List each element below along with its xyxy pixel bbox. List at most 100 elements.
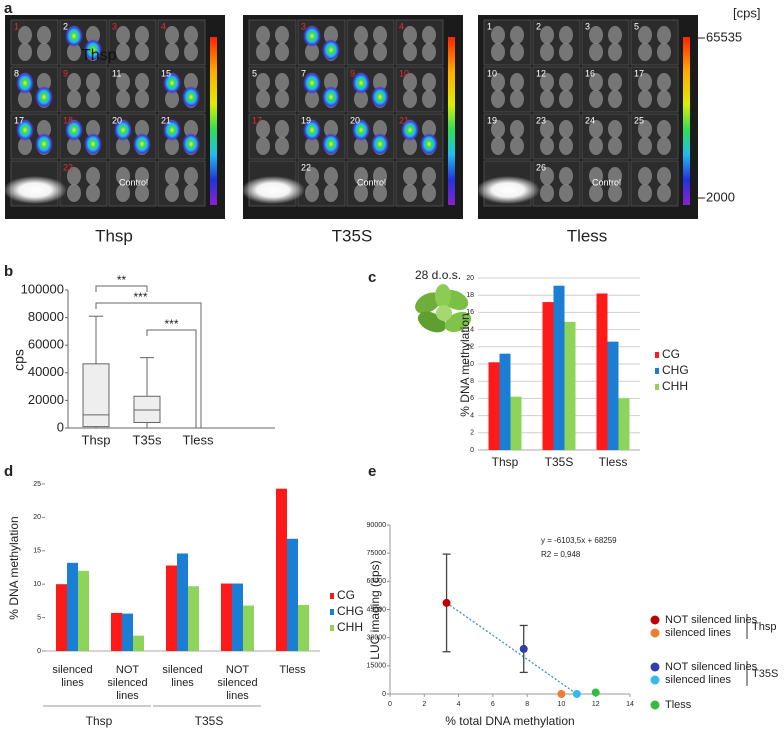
- legend-marker: [650, 615, 660, 625]
- significance-label: ***: [164, 317, 178, 331]
- leaf: [116, 167, 130, 185]
- x-tick-label: 0: [388, 701, 392, 708]
- colorbar: [210, 37, 217, 205]
- leaf: [422, 167, 436, 185]
- leaf: [491, 90, 505, 108]
- y-tick-label: 0: [37, 648, 41, 655]
- leaf: [18, 26, 32, 44]
- leaf: [184, 167, 198, 185]
- leaf: [608, 26, 622, 44]
- leaf: [589, 26, 603, 44]
- leaf: [403, 90, 417, 108]
- leaf: [491, 120, 505, 138]
- leaf: [540, 137, 554, 155]
- leaf: [403, 137, 417, 155]
- plate-number: 5: [634, 21, 639, 31]
- luminescence: [65, 119, 83, 141]
- legend-marker: [650, 662, 660, 672]
- leaf: [135, 73, 149, 91]
- plate-number: 7: [301, 68, 306, 78]
- plate-cell: [532, 66, 581, 113]
- box: [133, 395, 161, 423]
- x-tick-label: 4: [457, 701, 461, 708]
- trend-r2: R2 = 0,948: [541, 550, 581, 559]
- plate-number: 10: [399, 68, 409, 78]
- x-tick-label: silenced lines: [162, 664, 203, 689]
- significance-bracket: [95, 285, 148, 292]
- leaf: [657, 137, 671, 155]
- plate-cell: [483, 19, 532, 66]
- bar: [287, 538, 298, 651]
- leaf: [559, 120, 573, 138]
- leaf: [37, 26, 51, 44]
- leaf: [305, 167, 319, 185]
- legend-group: T35S: [752, 668, 778, 680]
- plate-number: 17: [634, 68, 644, 78]
- luminescence: [371, 133, 389, 155]
- leaf: [657, 26, 671, 44]
- y-axis-label: LUC imaging (cps): [368, 560, 382, 659]
- plate-number: 23: [536, 115, 546, 125]
- leaf: [256, 43, 270, 61]
- luminescence: [182, 133, 200, 155]
- leaf: [403, 26, 417, 44]
- leaf: [638, 90, 652, 108]
- leaf: [540, 184, 554, 202]
- leaf: [608, 137, 622, 155]
- y-tick-label: 75000: [367, 550, 387, 557]
- panel-label: c: [368, 269, 376, 286]
- leaf: [589, 90, 603, 108]
- colorbar: [448, 37, 455, 205]
- y-tick-label: 2: [470, 430, 474, 437]
- plate-number: 21: [161, 115, 171, 125]
- leaf: [86, 73, 100, 91]
- x-tick-label: Thsp: [82, 432, 111, 447]
- significance-bracket: [146, 329, 197, 428]
- leaf: [305, 137, 319, 155]
- leaf: [135, 43, 149, 61]
- y-tick-label: 15000: [367, 663, 387, 670]
- plate-number: 25: [634, 115, 644, 125]
- leaf: [540, 167, 554, 185]
- plate-number: 19: [487, 115, 497, 125]
- plate-cell: [630, 113, 679, 160]
- leaf: [116, 73, 130, 91]
- legend-marker: [650, 628, 660, 638]
- x-tick-label: 12: [592, 701, 600, 708]
- legend-label: CHG: [337, 604, 364, 618]
- plate-name: T35S: [332, 226, 373, 245]
- leaf: [165, 184, 179, 202]
- plate-number: 24: [585, 115, 595, 125]
- plate-cell: [248, 19, 297, 66]
- plate-cell: [108, 66, 157, 113]
- leaf: [86, 167, 100, 185]
- point: [519, 644, 528, 653]
- leaf: [37, 43, 51, 61]
- leaf: [86, 120, 100, 138]
- plate-number: 15: [161, 68, 171, 78]
- leaf: [165, 90, 179, 108]
- legend-label: NOT silenced lines: [665, 661, 758, 673]
- leaf: [422, 26, 436, 44]
- plate-name: Tless: [567, 226, 608, 245]
- x-tick-label: Tless: [279, 664, 306, 676]
- leaf: [37, 120, 51, 138]
- leaf: [510, 26, 524, 44]
- leaf: [67, 167, 81, 185]
- leaf: [275, 26, 289, 44]
- leaf: [18, 90, 32, 108]
- plate-number: 8: [14, 68, 19, 78]
- leaf: [135, 120, 149, 138]
- plate-number: 1: [487, 21, 492, 31]
- leaf: [491, 26, 505, 44]
- chart-title: 28 d.o.s.: [415, 268, 461, 282]
- leaf: [275, 120, 289, 138]
- bar: [166, 565, 177, 651]
- trend-equation: y = -6103,5x + 68259: [541, 536, 617, 545]
- plate-cell: [10, 19, 59, 66]
- y-axis-label: % DNA methylation: [458, 313, 472, 416]
- plate-cell: [346, 19, 395, 66]
- leaf: [403, 167, 417, 185]
- luminescence: [133, 133, 151, 155]
- bar: [122, 613, 133, 651]
